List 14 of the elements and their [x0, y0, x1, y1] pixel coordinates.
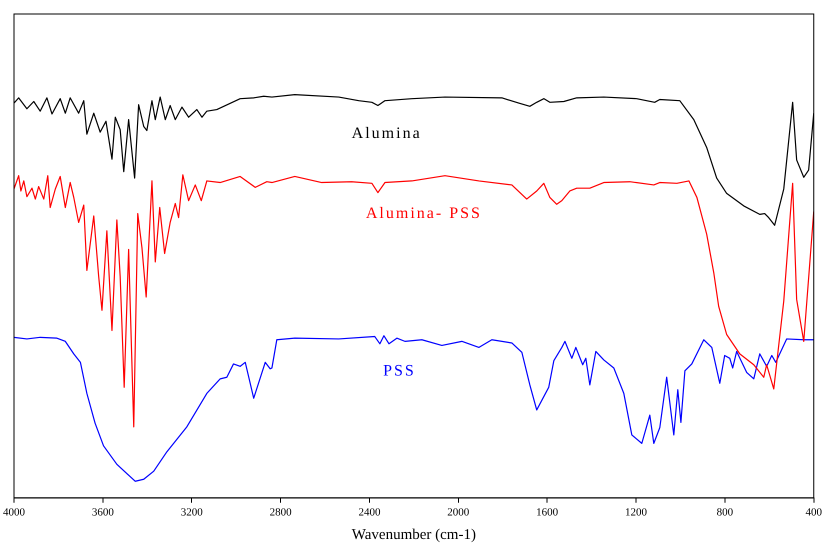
x-tick-label: 2400	[358, 506, 381, 518]
series-label: PSS	[383, 362, 416, 380]
x-tick-label: 2800	[270, 506, 292, 518]
series-label: Alumina- PSS	[366, 205, 482, 222]
x-tick-label: 400	[806, 506, 822, 518]
series-label: Alumina	[352, 124, 422, 142]
x-tick-label: 1200	[625, 506, 648, 518]
x-tick-label: 4000	[3, 506, 26, 518]
x-tick-label: 2000	[447, 506, 470, 518]
x-axis-title: Wavenumber (cm-1)	[352, 526, 476, 543]
x-tick-label: 3600	[92, 506, 114, 518]
x-tick-label: 1600	[536, 506, 559, 518]
x-tick-label: 3200	[180, 506, 204, 518]
x-tick-label: 800	[716, 506, 734, 518]
